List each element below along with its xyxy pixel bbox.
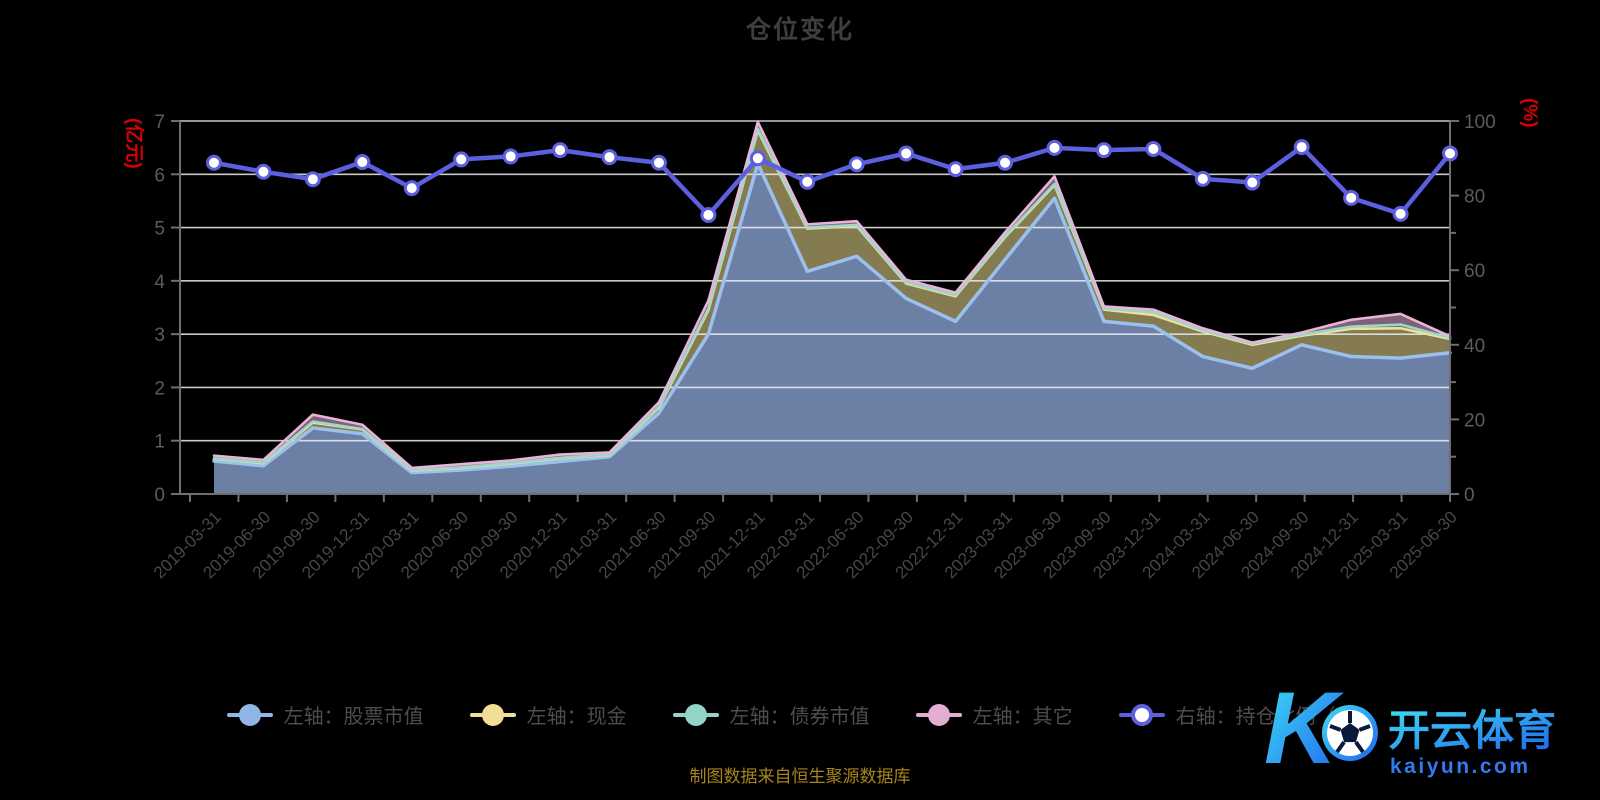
- area-stock: [214, 163, 1450, 494]
- svg-text:100: 100: [1464, 112, 1496, 133]
- bond-legend-marker-icon: [672, 702, 719, 728]
- svg-text:4: 4: [154, 272, 165, 293]
- svg-text:80: 80: [1464, 187, 1485, 208]
- legend-label: 右轴：持仓比例（%）: [1175, 706, 1374, 728]
- legend-label: 左轴：现金: [526, 706, 627, 728]
- legend-item-other[interactable]: 左轴：其它: [915, 700, 1073, 729]
- soccer-ball-icon: [1322, 705, 1378, 761]
- svg-text:3: 3: [154, 325, 165, 346]
- svg-text:40: 40: [1464, 336, 1485, 357]
- line-ratio: [211, 144, 1453, 218]
- svg-text:60: 60: [1464, 261, 1485, 282]
- ratio-legend-marker-icon: [1118, 702, 1165, 728]
- kaiyun-logo-icon: K 开云体育 kaiyun.com: [1264, 671, 1556, 785]
- page-title: 仓位变化: [745, 16, 854, 44]
- edge-other: [212, 120, 1452, 470]
- legend-item-cash[interactable]: 左轴：现金: [469, 700, 627, 729]
- svg-text:20: 20: [1464, 410, 1485, 431]
- svg-text:0: 0: [1464, 485, 1475, 506]
- edge-stock: [212, 161, 1452, 475]
- svg-text:2: 2: [154, 378, 165, 399]
- other-legend-marker-icon: [915, 702, 962, 728]
- legend-label: 左轴：其它: [972, 706, 1073, 728]
- brand-name: 开云体育: [1388, 707, 1556, 754]
- data-source-note: 制图数据来自恒生聚源数据库: [689, 767, 911, 786]
- svg-text:0: 0: [154, 485, 165, 506]
- legend-label: 左轴：股票市值: [283, 706, 424, 728]
- svg-text:1: 1: [154, 432, 165, 453]
- stock-legend-marker-icon: [226, 702, 273, 728]
- legend-label: 左轴：债券市值: [729, 706, 870, 728]
- svg-text:6: 6: [154, 165, 165, 186]
- position-change-chart: 012345670204060801002019-03-312019-06-30…: [123, 98, 1540, 582]
- left-axis-name: (亿元): [123, 118, 146, 169]
- svg-text:5: 5: [154, 219, 165, 240]
- svg-text:7: 7: [154, 112, 165, 133]
- brand-domain: kaiyun.com: [1390, 755, 1531, 778]
- kaiyun-watermark-logo[interactable]: K 开云体育 kaiyun.com: [1262, 671, 1562, 788]
- legend-item-ratio[interactable]: 右轴：持仓比例（%）: [1118, 700, 1374, 729]
- legend-item-stock[interactable]: 左轴：股票市值: [226, 700, 424, 729]
- legend: 左轴：股票市值 左轴：现金 左轴：债券市值 左轴：其它 右轴：持仓比例（%）: [0, 700, 1600, 729]
- cash-legend-marker-icon: [469, 702, 516, 728]
- legend-item-bond[interactable]: 左轴：债券市值: [672, 700, 870, 729]
- right-axis-name: (%): [1519, 98, 1540, 128]
